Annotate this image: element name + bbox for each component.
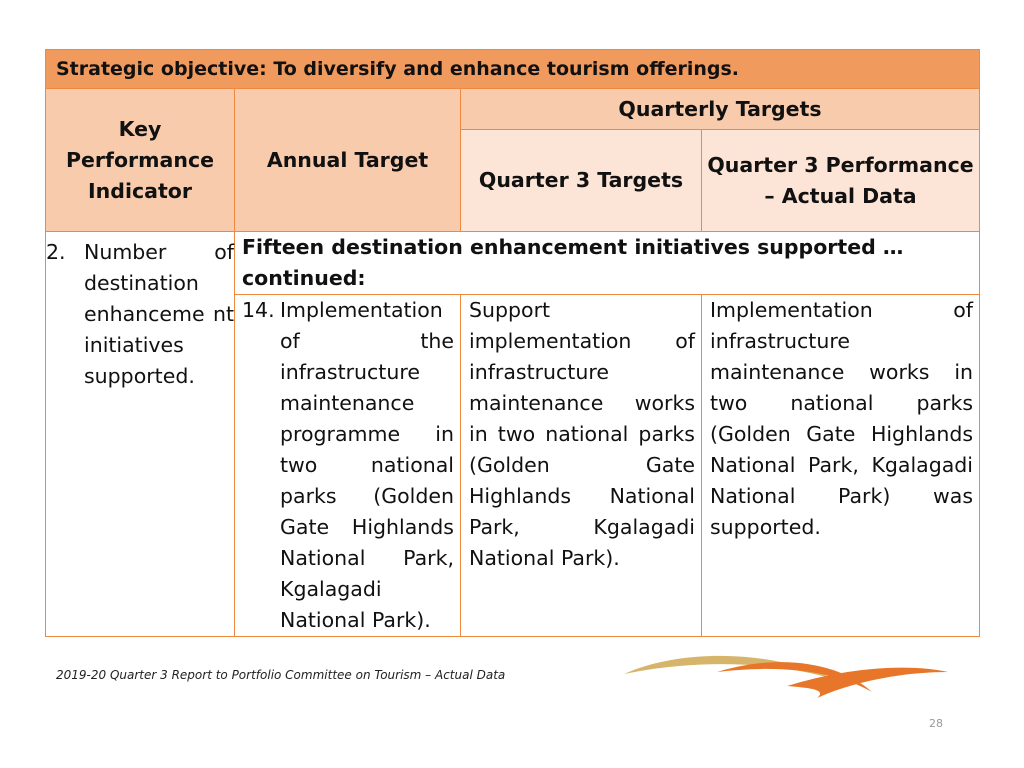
strategic-objective: Strategic objective: To diversify and en… [44, 49, 981, 89]
item-number: 14. [242, 298, 275, 322]
page-number: 28 [929, 717, 943, 730]
q3-target-cell: Support implementation of infrastructure… [460, 294, 702, 637]
logo-orange-swoosh-2 [787, 667, 948, 698]
quarterly-targets-header: Quarterly Targets [459, 88, 981, 130]
annual-target-cell: 14. Implementation of the infrastructure… [234, 294, 461, 637]
kpi-cell: 2. Number of destination enhanceme nt in… [45, 231, 235, 637]
kpi-header: Key Performance Indicator [45, 88, 235, 232]
q3-performance-cell: Implementation of infrastructure mainten… [700, 294, 981, 637]
q3-performance-header: Quarter 3 Performance – Actual Data [700, 129, 981, 232]
table-row: 14. Implementation of the infrastructure… [46, 294, 981, 637]
initiative-row: 2. Number of destination enhanceme nt in… [45, 231, 981, 637]
q3-targets-header: Quarter 3 Targets [460, 129, 702, 232]
annual-target-item: 14. Implementation of the infrastructure… [242, 295, 454, 636]
kpi-item: 2. Number of destination enhanceme nt in… [46, 237, 234, 392]
initiative-heading: Fifteen destination enhancement initiati… [233, 231, 981, 295]
logo-gold-swoosh [624, 655, 837, 680]
header-row-1: Key Performance Indicator Annual Target … [45, 88, 981, 232]
kpi-text: Number of destination enhanceme nt initi… [84, 240, 234, 388]
footer-note: 2019-20 Quarter 3 Report to Portfolio Co… [56, 668, 506, 682]
kpi-table: Strategic objective: To diversify and en… [44, 49, 981, 637]
swoosh-logo [624, 655, 948, 698]
objective-row: Strategic objective: To diversify and en… [44, 49, 981, 89]
kpi-number: 2. [46, 240, 66, 264]
annual-target-text: Implementation of the infrastructure mai… [280, 298, 454, 632]
annual-target-header: Annual Target [234, 88, 461, 232]
header-row-2: Quarter 3 Targets Quarter 3 Performance … [46, 129, 981, 232]
